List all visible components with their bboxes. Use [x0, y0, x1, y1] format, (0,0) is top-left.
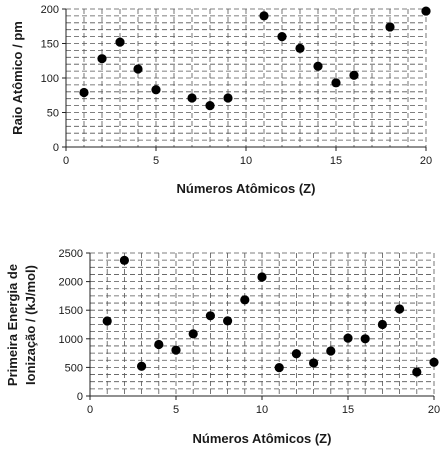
chart1-y-tick-label: 50 — [47, 108, 59, 120]
chart1-x-tick-label: 5 — [153, 155, 159, 167]
chart1-data-point — [205, 101, 215, 111]
chart2-y-tick-label: 1000 — [59, 334, 83, 346]
chart2-y-axis-title: Ionização / (kJ/mol) — [23, 265, 38, 385]
chart2-data-point — [188, 329, 198, 339]
chart1-x-tick-label: 0 — [63, 155, 69, 167]
chart2-x-tick-label: 20 — [428, 404, 440, 416]
chart1-x-axis-title: Números Atômicos (Z) — [177, 181, 316, 196]
chart2-y-tick-label: 0 — [77, 391, 83, 403]
chart2-x-tick-label: 0 — [87, 404, 93, 416]
chart2-data-point — [360, 334, 370, 344]
chart2-y-tick-label: 1500 — [59, 305, 83, 317]
chart1-data-point — [313, 61, 323, 71]
chart1-x-tick-label: 20 — [420, 155, 432, 167]
chart1-data-point — [295, 43, 305, 53]
chart1-data-point — [385, 22, 395, 32]
chart1-x-tick-label: 15 — [330, 155, 342, 167]
chart1-data-point — [115, 37, 125, 47]
chart2-data-point — [102, 316, 112, 326]
chart1-y-axis-title: Raio Atômico / pm — [10, 21, 25, 135]
chart2-x-tick-label: 10 — [256, 404, 268, 416]
chart2-x-tick-label: 15 — [342, 404, 354, 416]
chart1-x-tick-label: 10 — [240, 155, 252, 167]
chart1-data-point — [79, 87, 89, 98]
chart1-data-point — [421, 6, 431, 16]
chart2-y-tick-label: 2000 — [59, 277, 83, 289]
chart2-y-tick-label: 2500 — [59, 248, 83, 260]
chart1-data-point — [331, 78, 341, 88]
chart2-x-axis-title: Números Atômicos (Z) — [193, 431, 332, 446]
chart1-y-tick-label: 200 — [41, 4, 59, 16]
chart2-data-point — [137, 361, 147, 371]
chart1-data-point — [97, 54, 107, 64]
chart2-data-point — [343, 333, 353, 343]
chart1-data-point — [277, 31, 287, 42]
chart1-y-tick-label: 0 — [53, 142, 59, 154]
chart1-y-tick-label: 150 — [41, 39, 59, 51]
chart2-y-tick-label: 500 — [65, 362, 83, 374]
chart2-data-point — [257, 272, 267, 282]
chart2-data-point — [223, 316, 233, 326]
chart1-data-point — [133, 64, 143, 74]
chart2-x-tick-label: 5 — [173, 404, 179, 416]
chart1-y-tick-label: 100 — [41, 73, 59, 85]
chart2-data-point — [412, 367, 422, 377]
chart2-data-point — [429, 357, 439, 367]
chart1-data-point — [187, 93, 197, 103]
chart1-data-point — [223, 93, 233, 103]
chart2-data-point — [309, 358, 319, 368]
chart2-data-point — [154, 339, 164, 350]
chart2-data-point — [119, 255, 129, 265]
chart2-data-point — [240, 295, 250, 305]
chart2-data-point — [326, 346, 336, 356]
chart2-data-point — [171, 345, 181, 355]
chart1-data-point — [151, 85, 161, 95]
chart2-data-point — [377, 319, 387, 330]
chart1-data-point — [259, 11, 269, 21]
chart1-data-point — [349, 70, 359, 80]
chart2-y-axis-title: Primeira Energia de — [5, 264, 20, 386]
chart2-data-point — [205, 311, 215, 321]
chart2-data-point — [291, 349, 301, 359]
chart2-data-point — [274, 363, 284, 373]
chart2-data-point — [395, 304, 405, 314]
